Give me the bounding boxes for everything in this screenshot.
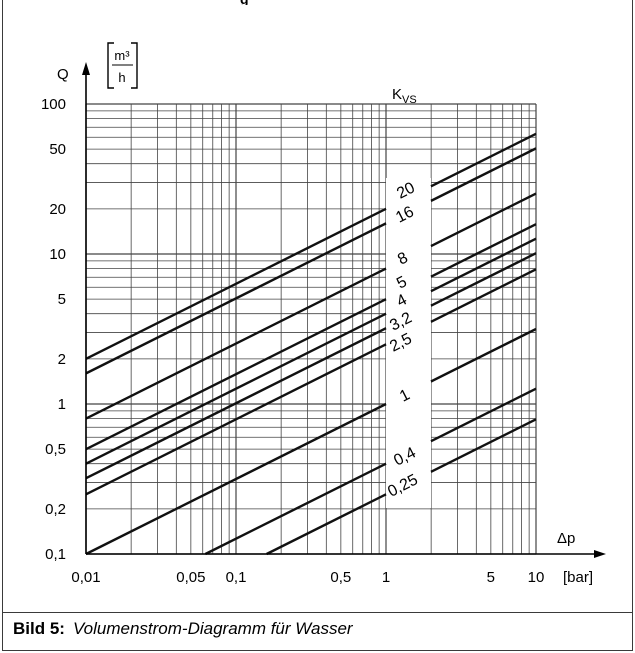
y-axis-label: Q bbox=[57, 66, 69, 83]
kvs-curve-8 bbox=[85, 267, 387, 420]
curve-label-16: 16 bbox=[393, 203, 417, 226]
kvs-curve-2,5 bbox=[430, 268, 537, 323]
x-tick-label: 0,5 bbox=[330, 569, 351, 586]
y-tick-label: 5 bbox=[58, 291, 66, 308]
curve-label-gap bbox=[386, 178, 431, 508]
kvs-curve-20 bbox=[430, 132, 537, 188]
kvs-curve-16 bbox=[85, 222, 387, 375]
chart-text: 0,01 0,05 0,1 0,5 1 5 10 0,1 0,2 0,5 1 2 5 10 20 50 100 [… bbox=[41, 42, 593, 586]
y-tick-label: 20 bbox=[49, 201, 66, 218]
caption-text: Volumenstrom-Diagramm für Wasser bbox=[72, 619, 353, 638]
kvs-curve-16 bbox=[430, 147, 537, 202]
figure-caption: Bild 5: Volumenstrom-Diagramm für Wasser bbox=[13, 619, 353, 639]
kvs-curve-8 bbox=[430, 192, 537, 248]
kvs-curve-5 bbox=[430, 223, 537, 278]
kvs-curve-20 bbox=[85, 207, 387, 360]
y-tick-label: 0,5 bbox=[45, 441, 66, 458]
y-tick-label: 1 bbox=[58, 396, 66, 413]
x-axis-label: Δp bbox=[557, 530, 575, 547]
y-tick-label: 100 bbox=[41, 96, 66, 113]
unit-bracket-left bbox=[107, 42, 114, 89]
cut-off-heading-fragment: g bbox=[240, 0, 280, 5]
unit-denominator: h bbox=[118, 70, 125, 85]
kvs-curve-2,5 bbox=[85, 343, 387, 496]
kvs-curve-0,4 bbox=[430, 387, 537, 443]
kvs-curve-0,25 bbox=[266, 493, 387, 556]
unit-bracket-right bbox=[131, 42, 138, 89]
kvs-curve-0,25 bbox=[430, 418, 537, 473]
kvs-curve-3,2 bbox=[430, 252, 537, 307]
legend-title: KVS bbox=[392, 86, 417, 106]
x-tick-label: 5 bbox=[487, 569, 495, 586]
y-tick-label: 0,2 bbox=[45, 501, 66, 518]
kvs-curve-0,4 bbox=[204, 462, 387, 556]
chart-grid bbox=[85, 103, 537, 555]
y-axis-arrow bbox=[82, 62, 90, 75]
y-tick-label: 0,1 bbox=[45, 546, 66, 563]
caption-label: Bild 5: bbox=[13, 619, 65, 638]
kvs-curve-1 bbox=[85, 402, 387, 556]
y-tick-label: 10 bbox=[49, 246, 66, 263]
x-tick-label: 0,05 bbox=[176, 569, 205, 586]
kvs-curve-1 bbox=[430, 327, 537, 383]
x-tick-label: 0,01 bbox=[71, 569, 100, 586]
kvs-curve-5 bbox=[85, 298, 387, 451]
kvs-curve-4 bbox=[85, 312, 387, 465]
caption-divider bbox=[2, 612, 633, 613]
curve-label-20: 20 bbox=[394, 179, 418, 202]
kvs-curves bbox=[85, 132, 537, 556]
x-tick-label: 0,1 bbox=[226, 569, 247, 586]
x-axis-arrow bbox=[594, 550, 606, 558]
x-tick-label: 1 bbox=[382, 569, 390, 586]
x-axis-unit: [bar] bbox=[563, 569, 593, 586]
y-tick-label: 2 bbox=[58, 351, 66, 368]
kvs-curve-4 bbox=[430, 237, 537, 293]
y-axis-unit: m³ h bbox=[107, 42, 138, 89]
unit-numerator: m³ bbox=[114, 48, 130, 63]
kvs-curve-3,2 bbox=[85, 327, 387, 480]
chart-axes bbox=[82, 62, 606, 558]
x-tick-label: 10 bbox=[528, 569, 545, 586]
flow-rate-chart: 0,01 0,05 0,1 0,5 1 5 10 0,1 0,2 0,5 1 2 5 10 20 50 100 [… bbox=[41, 42, 606, 586]
y-tick-label: 50 bbox=[49, 141, 66, 158]
